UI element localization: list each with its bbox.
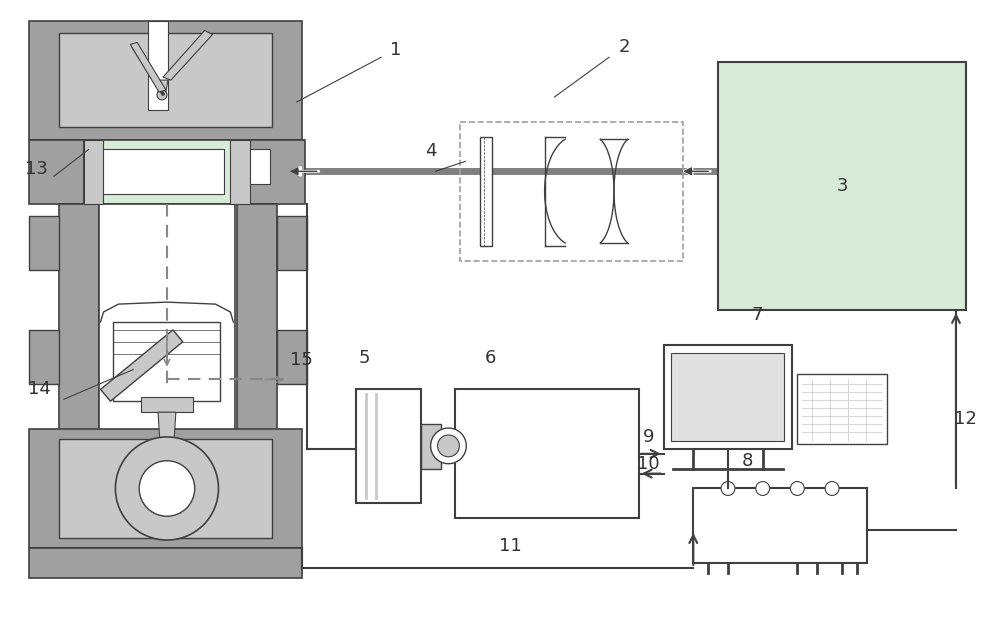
Circle shape bbox=[756, 481, 770, 495]
Circle shape bbox=[438, 435, 459, 457]
Polygon shape bbox=[158, 80, 168, 92]
Text: 9: 9 bbox=[643, 428, 654, 446]
Bar bbox=[230, 140, 250, 204]
Text: 3: 3 bbox=[836, 177, 848, 195]
Text: 6: 6 bbox=[484, 349, 496, 366]
Text: 7: 7 bbox=[752, 306, 763, 324]
Bar bbox=[250, 140, 305, 204]
Bar bbox=[356, 389, 421, 504]
Polygon shape bbox=[158, 412, 176, 458]
Bar bbox=[29, 330, 59, 384]
Bar bbox=[797, 375, 887, 444]
Text: 1: 1 bbox=[390, 41, 402, 59]
Text: 11: 11 bbox=[499, 537, 521, 555]
Bar bbox=[59, 32, 272, 127]
Text: 10: 10 bbox=[637, 455, 660, 472]
Bar bbox=[99, 204, 235, 432]
Bar bbox=[480, 137, 492, 246]
Bar bbox=[460, 122, 683, 260]
Bar bbox=[277, 330, 307, 384]
Bar bbox=[29, 140, 84, 204]
Bar bbox=[84, 140, 103, 204]
Bar bbox=[277, 216, 307, 271]
Bar bbox=[421, 424, 441, 469]
Bar bbox=[29, 20, 302, 140]
Polygon shape bbox=[130, 43, 166, 92]
Text: 13: 13 bbox=[25, 160, 48, 178]
Polygon shape bbox=[163, 30, 213, 80]
Bar bbox=[59, 204, 99, 432]
Bar bbox=[671, 352, 784, 441]
Circle shape bbox=[139, 461, 195, 516]
Bar bbox=[693, 488, 867, 563]
Bar bbox=[96, 149, 224, 194]
Bar bbox=[718, 62, 966, 310]
Text: 5: 5 bbox=[358, 349, 370, 366]
Text: 4: 4 bbox=[425, 142, 436, 161]
Circle shape bbox=[790, 481, 804, 495]
Bar bbox=[113, 322, 220, 401]
Text: 2: 2 bbox=[618, 38, 630, 57]
Circle shape bbox=[825, 481, 839, 495]
Text: 15: 15 bbox=[290, 351, 313, 369]
Polygon shape bbox=[101, 330, 183, 401]
Bar bbox=[29, 216, 59, 271]
Bar bbox=[455, 389, 639, 518]
Bar bbox=[141, 398, 193, 412]
Circle shape bbox=[157, 90, 167, 100]
Bar bbox=[237, 204, 277, 432]
Text: 12: 12 bbox=[954, 410, 977, 428]
Bar bbox=[29, 429, 302, 548]
Text: 14: 14 bbox=[28, 380, 51, 398]
Text: 8: 8 bbox=[742, 451, 754, 470]
Bar bbox=[250, 149, 270, 184]
Bar bbox=[84, 140, 250, 204]
Circle shape bbox=[721, 481, 735, 495]
Bar bbox=[59, 439, 272, 538]
Circle shape bbox=[115, 437, 218, 540]
Bar bbox=[148, 20, 168, 110]
Bar bbox=[664, 345, 792, 449]
Bar bbox=[29, 548, 302, 578]
Circle shape bbox=[431, 428, 466, 464]
